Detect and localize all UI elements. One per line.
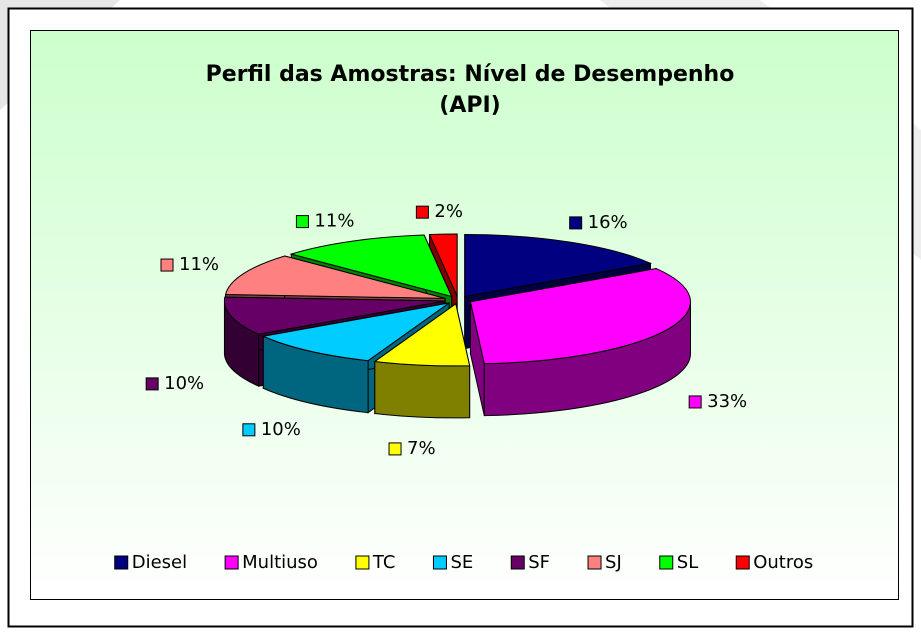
pie-slice — [373, 302, 471, 419]
slice-top — [469, 268, 691, 365]
legend-label: SF — [528, 552, 550, 573]
chart-title: Perfil das Amostras: Nível de Desempenho — [206, 62, 735, 87]
data-label-key — [415, 205, 429, 219]
legend-swatch — [224, 555, 239, 570]
legend-label: Diesel — [132, 552, 187, 573]
legend-swatch — [114, 555, 129, 570]
legend-label: SL — [677, 552, 698, 573]
data-label-key — [388, 442, 402, 456]
legend-swatch — [587, 555, 602, 570]
legend-swatch — [735, 555, 750, 570]
data-label: 11% — [314, 211, 354, 232]
data-label-key — [569, 216, 583, 230]
data-label: 7% — [407, 438, 436, 459]
data-label-key — [295, 215, 309, 229]
legend-swatch — [510, 555, 525, 570]
legend-swatch — [432, 555, 447, 570]
slice-top — [373, 303, 471, 367]
data-label-key — [688, 395, 702, 409]
slice-top — [464, 234, 653, 298]
data-label-key — [160, 258, 174, 272]
slice-outer-wall — [374, 360, 471, 419]
pie-slice — [469, 267, 691, 417]
legend-swatch — [355, 555, 370, 570]
legend-label: TC — [372, 552, 396, 573]
legend-label: SE — [450, 552, 473, 573]
data-label: 2% — [434, 201, 463, 222]
legend-label: Multiuso — [242, 552, 318, 573]
data-label: 10% — [164, 373, 204, 394]
legend-label: SJ — [605, 552, 622, 573]
legend-label: Outros — [753, 552, 813, 573]
data-label: 33% — [707, 391, 747, 412]
data-label-key — [242, 423, 256, 437]
slice-top — [223, 296, 445, 335]
data-label: 11% — [179, 254, 219, 275]
slice-top — [261, 302, 450, 362]
data-label-key — [145, 377, 159, 391]
data-label: 16% — [588, 212, 628, 233]
slice-top — [289, 234, 453, 298]
chart-title: (API) — [439, 93, 500, 118]
slice-top — [428, 233, 458, 297]
slice-top — [224, 255, 446, 299]
legend-swatch — [659, 555, 674, 570]
data-label: 10% — [261, 419, 301, 440]
